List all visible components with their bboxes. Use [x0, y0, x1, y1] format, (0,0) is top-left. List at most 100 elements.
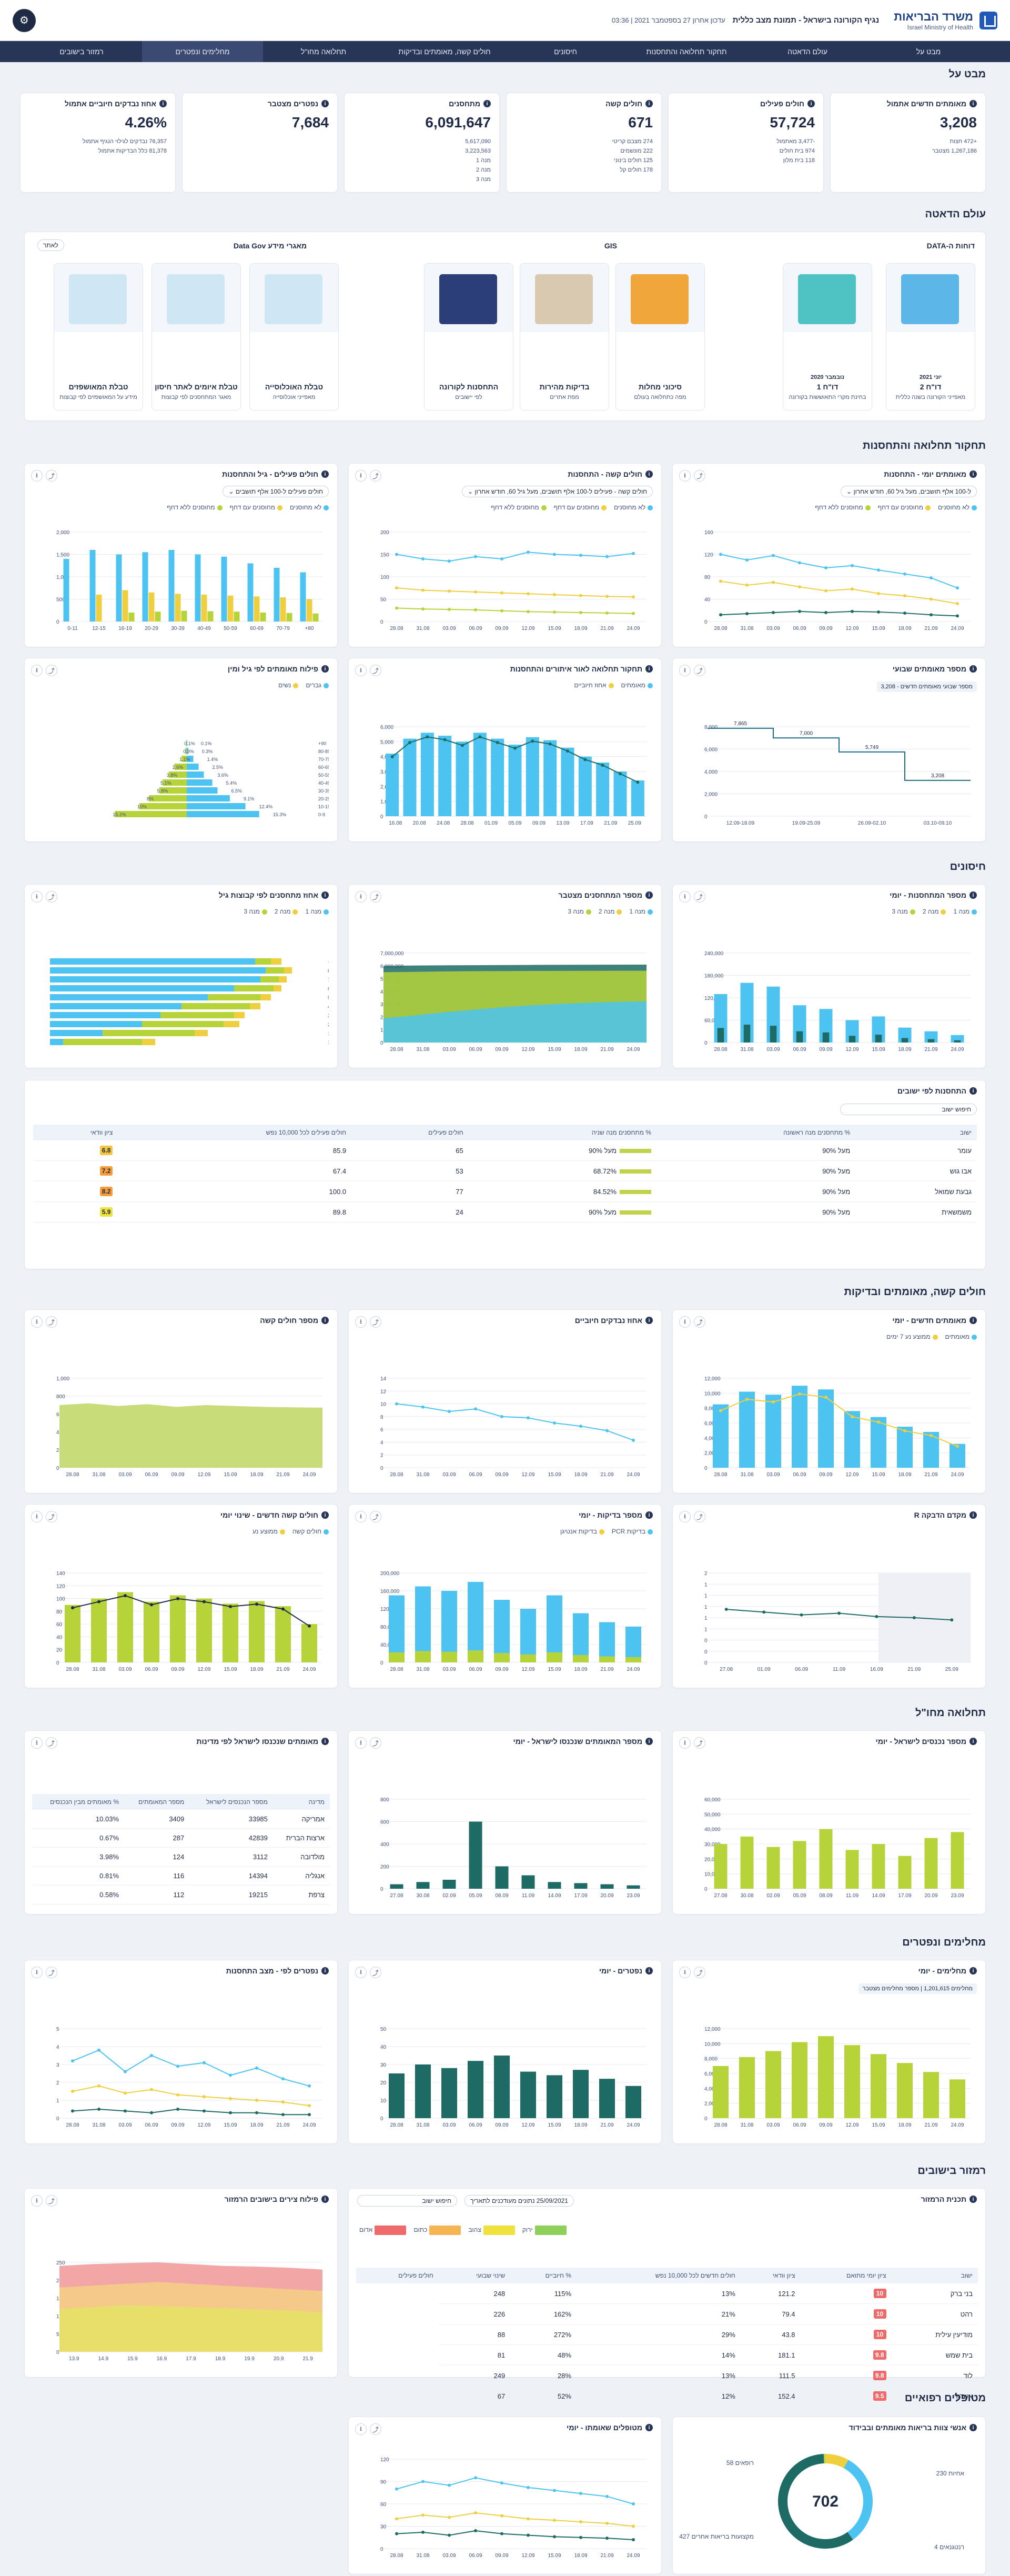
bar[interactable] — [520, 2071, 536, 2118]
bar[interactable] — [520, 1654, 536, 1662]
info-icon[interactable]: i — [807, 100, 815, 107]
data-point[interactable] — [281, 2077, 285, 2081]
bar[interactable] — [50, 1039, 142, 1045]
data-point[interactable] — [203, 1600, 206, 1603]
table-row[interactable]: אנגליה 14394 116 0.81% — [32, 1866, 330, 1886]
data-point[interactable] — [719, 579, 722, 583]
data-tile-7[interactable]: טבלת המאושפזים מידע על המאושפזים לפי קבוצ… — [54, 263, 143, 410]
data-point[interactable] — [176, 2108, 179, 2111]
share-icon[interactable]: ⤴ — [694, 1737, 705, 1749]
table-row[interactable]: מודיעין עילית 10 43.8 29% 272% 88 — [356, 2324, 978, 2345]
data-point[interactable] — [71, 2090, 74, 2093]
bar[interactable] — [390, 1884, 403, 1889]
data-point[interactable] — [281, 2100, 285, 2104]
data-point[interactable] — [448, 559, 451, 563]
bar[interactable] — [871, 2054, 886, 2118]
data-point[interactable] — [548, 742, 552, 746]
data-point[interactable] — [579, 2535, 582, 2539]
info-icon[interactable]: i — [969, 470, 977, 478]
bar[interactable] — [286, 613, 292, 622]
column-header[interactable]: % מתחסנים מנה שניה — [468, 1125, 656, 1140]
share-icon[interactable]: ⤴ — [370, 891, 381, 903]
data-point[interactable] — [281, 2113, 285, 2117]
data-point[interactable] — [851, 609, 854, 613]
download-icon[interactable]: ⭳ — [355, 665, 367, 676]
bar[interactable] — [717, 1028, 724, 1043]
data-point[interactable] — [632, 2538, 635, 2541]
table-row[interactable]: עומר מעל 90% מעל 90% 65 85.9 6.8 — [33, 1140, 977, 1161]
share-icon[interactable]: ⤴ — [370, 2423, 381, 2435]
bar[interactable] — [187, 748, 188, 754]
bar[interactable] — [441, 1591, 457, 1662]
data-point[interactable] — [426, 735, 429, 739]
bar[interactable] — [247, 563, 254, 622]
data-point[interactable] — [553, 593, 556, 596]
bar[interactable] — [300, 572, 306, 622]
bar[interactable] — [573, 1655, 589, 1662]
data-point[interactable] — [421, 588, 425, 592]
bar[interactable] — [508, 745, 522, 816]
download-icon[interactable]: ⭳ — [355, 1316, 367, 1328]
bar[interactable] — [473, 733, 487, 816]
data-point[interactable] — [798, 609, 801, 613]
download-icon[interactable]: ⭳ — [679, 470, 691, 482]
share-icon[interactable]: ⤴ — [694, 891, 705, 903]
share-icon[interactable]: ⤴ — [694, 1511, 705, 1522]
data-point[interactable] — [579, 1425, 582, 1428]
data-point[interactable] — [566, 749, 569, 753]
data-point[interactable] — [474, 608, 477, 612]
data-point[interactable] — [877, 592, 880, 595]
share-icon[interactable]: ⤴ — [46, 665, 57, 676]
legend-item[interactable]: אחוז חיוביים — [574, 681, 614, 689]
data-point[interactable] — [97, 1600, 100, 1603]
bar[interactable] — [796, 1031, 803, 1043]
bar[interactable] — [186, 740, 187, 746]
info-icon[interactable]: i — [321, 891, 329, 899]
data-tile-6[interactable]: טבלת איומים לאתר חיסון מאגר המתחסנים לפי … — [152, 263, 241, 410]
data-point[interactable] — [798, 561, 801, 565]
legend-item[interactable]: ירוק — [522, 2226, 567, 2235]
data-point[interactable] — [474, 555, 477, 558]
bar[interactable] — [596, 763, 610, 816]
data-point[interactable] — [824, 566, 827, 569]
column-header[interactable]: ציון וודאי — [740, 2268, 801, 2283]
bar[interactable] — [389, 2073, 405, 2118]
bar[interactable] — [600, 1884, 614, 1889]
data-point[interactable] — [395, 2517, 398, 2521]
bar[interactable] — [142, 552, 148, 622]
data-point[interactable] — [632, 1438, 635, 1442]
table-row[interactable]: בני ברק 10 121.2 13% 115% 248 — [356, 2283, 978, 2304]
data-point[interactable] — [930, 597, 933, 601]
legend-item[interactable]: מחוסנים ללא דחף — [815, 504, 871, 511]
download-icon[interactable]: ⭳ — [31, 470, 43, 482]
bar[interactable] — [897, 2063, 913, 2118]
data-point[interactable] — [448, 2533, 451, 2537]
data-point[interactable] — [281, 1607, 285, 1611]
bar[interactable] — [50, 976, 260, 983]
info-icon[interactable]: i — [321, 1317, 329, 1324]
bar[interactable] — [416, 1882, 430, 1889]
data-point[interactable] — [527, 2517, 530, 2521]
data-point[interactable] — [903, 594, 906, 598]
legend-item[interactable]: מנה 3 — [892, 908, 915, 915]
data-point[interactable] — [553, 2489, 556, 2492]
column-header[interactable]: שינוי שבועי — [438, 2268, 511, 2283]
bar[interactable] — [743, 1025, 751, 1043]
bar[interactable] — [495, 1866, 509, 1889]
data-tile-3[interactable]: בדיקות מהירות מפת אתרים — [520, 263, 609, 410]
info-icon[interactable]: i — [321, 1967, 329, 1974]
data-point[interactable] — [772, 554, 775, 557]
bar[interactable] — [50, 1003, 181, 1009]
data-point[interactable] — [229, 2111, 232, 2114]
download-icon[interactable]: ⭳ — [679, 665, 691, 676]
column-header[interactable]: ישוב — [891, 2268, 978, 2283]
bar[interactable] — [234, 612, 240, 622]
bar[interactable] — [713, 1404, 729, 1468]
bar[interactable] — [573, 1613, 589, 1663]
info-icon[interactable]: i — [645, 1967, 653, 1974]
data-point[interactable] — [150, 2088, 153, 2091]
info-icon[interactable]: i — [159, 100, 167, 107]
info-icon[interactable]: i — [645, 1738, 653, 1745]
data-point[interactable] — [605, 555, 609, 558]
bar[interactable] — [163, 779, 187, 786]
